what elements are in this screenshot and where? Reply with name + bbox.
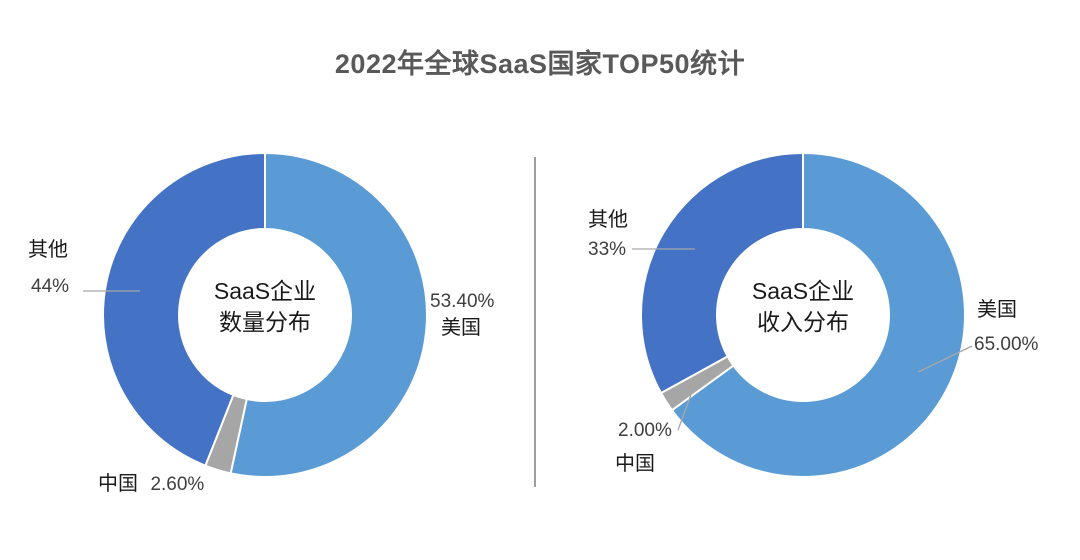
label-us-name: 美国: [441, 317, 481, 339]
donut-chart-quantity: [83, 152, 428, 478]
chart-panel-quantity: SaaS企业 数量分布 其他 44% 53.40% 美国 中国 2.60%: [28, 152, 495, 495]
donut-center-label: SaaS企业 数量分布: [214, 276, 316, 338]
label-china-value: 2.60%: [150, 474, 205, 495]
label-china: 中国 2.60%: [98, 474, 204, 495]
label-other-name: 其他: [588, 209, 628, 231]
center-label-line1: SaaS企业: [213, 278, 317, 304]
center-label-line2: 数量分布: [218, 309, 311, 335]
label-china-name: 中国: [98, 473, 138, 495]
leader-line-china: [677, 391, 693, 431]
leader-line-us: [917, 345, 973, 373]
donut-slice-us: [229, 152, 428, 478]
panel-divider: [534, 157, 536, 487]
label-us-value: 53.40%: [430, 291, 495, 312]
label-us-value: 65.00%: [974, 334, 1039, 355]
donut-slice-other: [102, 152, 266, 467]
donut-slice-us: [670, 152, 966, 478]
label-other-value: 33%: [588, 239, 627, 260]
label-china-value: 2.00%: [618, 420, 672, 441]
donut-chart-revenue: [632, 152, 973, 478]
donut-center-label: SaaS企业 收入分布: [752, 276, 854, 338]
page-title: 2022年全球SaaS国家TOP50统计: [334, 49, 746, 79]
label-other-name: 其他: [28, 239, 68, 261]
chart-panel-revenue: SaaS企业 收入分布 其他 33% 美国 65.00% 2.00% 中国: [540, 0, 1080, 560]
donut-slice-other: [640, 152, 804, 395]
label-other-value: 44%: [31, 276, 70, 297]
center-label-line2: 收入分布: [756, 309, 849, 335]
label-china-name: 中国: [615, 453, 655, 475]
center-label-line1: SaaS企业: [751, 278, 855, 304]
label-us-name: 美国: [977, 299, 1017, 321]
